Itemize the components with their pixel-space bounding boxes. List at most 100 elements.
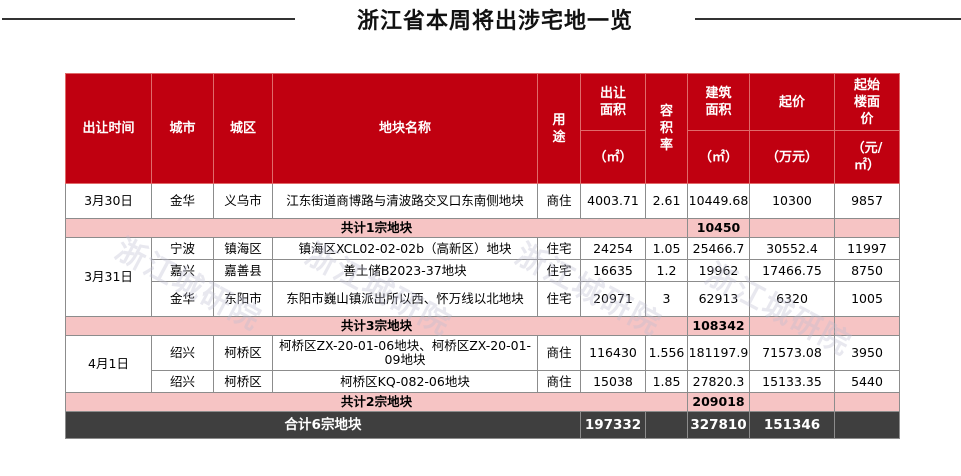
city-cell: 金华 bbox=[151, 183, 214, 219]
subtotal-value: 10450 bbox=[687, 218, 750, 238]
header-district: 城区 bbox=[213, 73, 273, 184]
subtotal-empty bbox=[834, 218, 900, 238]
city-cell: 绍兴 bbox=[151, 370, 214, 393]
plot-cell: 柯桥区ZX-20-01-06地块、柯桥区ZX-20-01-09地块 bbox=[272, 335, 538, 371]
header-use: 用途 bbox=[537, 73, 581, 184]
table-row: 嘉兴 嘉善县 善土储B2023-37地块 住宅 16635 1.2 19962 … bbox=[66, 259, 900, 282]
use-cell: 商住 bbox=[537, 370, 581, 393]
land-table: 出让时间 城市 城区 地块名称 用途 出让面积 容积率 建筑面积 起价 起始楼面… bbox=[65, 73, 900, 439]
floor-price-cell: 5440 bbox=[834, 370, 900, 393]
far-cell: 1.05 bbox=[645, 237, 688, 260]
subtotal-row: 共计2宗地块 209018 bbox=[65, 392, 900, 412]
table-row: 4月1日 绍兴 柯桥区 柯桥区ZX-20-01-06地块、柯桥区ZX-20-01… bbox=[65, 335, 900, 393]
start-price-cell: 71573.08 bbox=[749, 335, 835, 371]
title-divider-left bbox=[2, 18, 295, 20]
district-cell: 义乌市 bbox=[213, 183, 273, 219]
subtotal-empty bbox=[749, 392, 835, 412]
table-row: 3月30日 金华 义乌市 江东街道商博路与清波路交叉口东南侧地块 商住 4003… bbox=[65, 183, 900, 219]
start-price-cell: 6320 bbox=[749, 281, 835, 317]
header-area: 出让面积 bbox=[580, 73, 646, 131]
date-cell: 3月30日 bbox=[65, 183, 152, 219]
title-divider-right bbox=[695, 18, 961, 20]
plot-cell: 善土储B2023-37地块 bbox=[272, 259, 538, 282]
header-floor-price-unit: （元/㎡） bbox=[834, 130, 900, 184]
total-area: 197332 bbox=[580, 411, 646, 439]
subtotal-empty bbox=[749, 218, 835, 238]
header-date: 出让时间 bbox=[65, 73, 152, 184]
plot-cell: 镇海区XCL02-02-02b（高新区）地块 bbox=[272, 237, 538, 260]
start-price-cell: 30552.4 bbox=[749, 237, 835, 260]
use-cell: 住宅 bbox=[537, 281, 581, 317]
header-building-area: 建筑面积 bbox=[687, 73, 750, 131]
header-start-price: 起价 bbox=[749, 73, 835, 131]
city-cell: 嘉兴 bbox=[151, 259, 214, 282]
start-price-cell: 10300 bbox=[749, 183, 835, 219]
building-area-cell: 10449.68 bbox=[687, 183, 750, 219]
floor-price-cell: 9857 bbox=[834, 183, 900, 219]
header-start-price-unit: （万元） bbox=[749, 130, 835, 184]
date-cell: 3月31日 bbox=[65, 237, 152, 317]
start-price-cell: 15133.35 bbox=[749, 370, 835, 393]
floor-price-cell: 3950 bbox=[834, 335, 900, 371]
use-cell: 商住 bbox=[537, 335, 581, 371]
area-cell: 4003.71 bbox=[580, 183, 646, 219]
district-cell: 镇海区 bbox=[213, 237, 273, 260]
subtotal-row: 共计3宗地块 108342 bbox=[65, 316, 900, 336]
table-row: 绍兴 柯桥区 柯桥区KQ-082-06地块 商住 15038 1.85 2782… bbox=[66, 370, 900, 393]
total-empty bbox=[645, 411, 688, 439]
district-cell: 东阳市 bbox=[213, 281, 273, 317]
floor-price-cell: 1005 bbox=[834, 281, 900, 317]
city-cell: 绍兴 bbox=[151, 335, 214, 371]
building-area-cell: 19962 bbox=[687, 259, 750, 282]
far-cell: 1.85 bbox=[645, 370, 688, 393]
table-body: 3月30日 金华 义乌市 江东街道商博路与清波路交叉口东南侧地块 商住 4003… bbox=[65, 183, 900, 439]
header-far: 容积率 bbox=[645, 73, 688, 184]
plot-cell: 柯桥区KQ-082-06地块 bbox=[272, 370, 538, 393]
district-cell: 嘉善县 bbox=[213, 259, 273, 282]
area-cell: 16635 bbox=[580, 259, 646, 282]
start-price-cell: 17466.75 bbox=[749, 259, 835, 282]
building-area-cell: 62913 bbox=[687, 281, 750, 317]
far-cell: 1.556 bbox=[645, 335, 688, 371]
far-cell: 3 bbox=[645, 281, 688, 317]
area-cell: 15038 bbox=[580, 370, 646, 393]
header-floor-price: 起始楼面价 bbox=[834, 73, 900, 131]
floor-price-cell: 8750 bbox=[834, 259, 900, 282]
header-city: 城市 bbox=[151, 73, 214, 184]
total-row: 合计6宗地块 197332 327810 151346 bbox=[65, 411, 900, 439]
table-header: 出让时间 城市 城区 地块名称 用途 出让面积 容积率 建筑面积 起价 起始楼面… bbox=[65, 73, 900, 184]
total-start-price: 151346 bbox=[749, 411, 835, 439]
district-cell: 柯桥区 bbox=[213, 335, 273, 371]
total-empty bbox=[834, 411, 900, 439]
subtotal-empty bbox=[749, 316, 835, 336]
total-building-area: 327810 bbox=[687, 411, 750, 439]
table-row: 金华 东阳市 东阳市巍山镇派出所以西、怀万线以北地块 住宅 20971 3 62… bbox=[66, 281, 900, 317]
district-cell: 柯桥区 bbox=[213, 370, 273, 393]
city-cell: 宁波 bbox=[151, 237, 214, 260]
area-cell: 24254 bbox=[580, 237, 646, 260]
subtotal-value: 209018 bbox=[687, 392, 750, 412]
use-cell: 住宅 bbox=[537, 237, 581, 260]
use-cell: 商住 bbox=[537, 183, 581, 219]
far-cell: 2.61 bbox=[645, 183, 688, 219]
use-cell: 住宅 bbox=[537, 259, 581, 282]
building-area-cell: 27820.3 bbox=[687, 370, 750, 393]
subtotal-value: 108342 bbox=[687, 316, 750, 336]
title-bar: 浙江省本周将出涉宅地一览 bbox=[0, 0, 961, 44]
subtotal-row: 共计1宗地块 10450 bbox=[65, 218, 900, 238]
subtotal-empty bbox=[834, 316, 900, 336]
area-cell: 116430 bbox=[580, 335, 646, 371]
table-row: 3月31日 宁波 镇海区 镇海区XCL02-02-02b（高新区）地块 住宅 2… bbox=[65, 237, 900, 317]
plot-cell: 江东街道商博路与清波路交叉口东南侧地块 bbox=[272, 183, 538, 219]
subtotal-label: 共计1宗地块 bbox=[65, 218, 688, 238]
date-cell: 4月1日 bbox=[65, 335, 152, 393]
city-cell: 金华 bbox=[151, 281, 214, 317]
header-area-unit: （㎡） bbox=[580, 130, 646, 184]
header-plot-name: 地块名称 bbox=[272, 73, 538, 184]
page-title: 浙江省本周将出涉宅地一览 bbox=[356, 9, 633, 34]
subtotal-label: 共计2宗地块 bbox=[65, 392, 688, 412]
floor-price-cell: 11997 bbox=[834, 237, 900, 260]
plot-cell: 东阳市巍山镇派出所以西、怀万线以北地块 bbox=[272, 281, 538, 317]
far-cell: 1.2 bbox=[645, 259, 688, 282]
area-cell: 20971 bbox=[580, 281, 646, 317]
